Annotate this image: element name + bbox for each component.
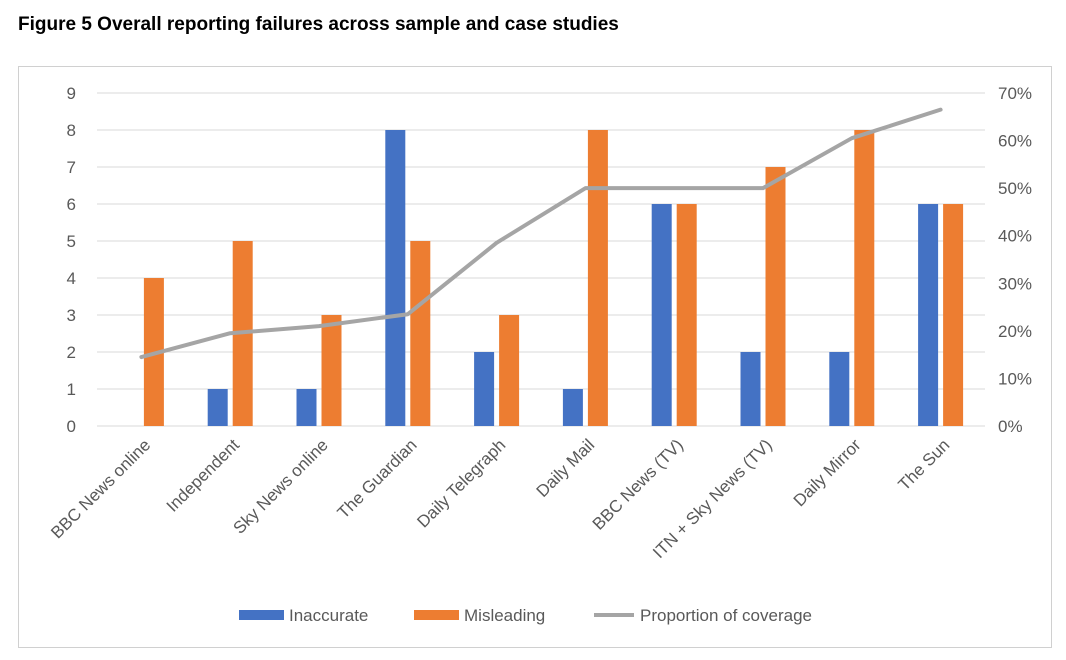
category-label: The Sun [895, 435, 954, 494]
legend-item-proportion-of-coverage: Proportion of coverage [594, 606, 812, 625]
right-tick-label: 40% [998, 227, 1032, 246]
legend-item-misleading: Misleading [414, 606, 545, 625]
bar-inaccurate [474, 352, 495, 426]
bar-misleading [943, 204, 964, 426]
right-tick-label: 0% [998, 417, 1023, 436]
left-tick-label: 4 [67, 269, 76, 288]
right-tick-label: 30% [998, 274, 1032, 293]
left-tick-label: 1 [67, 380, 76, 399]
category-label: BBC News (TV) [589, 435, 687, 533]
legend: Inaccurate Misleading Proportion of covera… [239, 606, 812, 625]
category-label: Sky News online [230, 435, 332, 537]
left-tick-label: 6 [67, 195, 76, 214]
bar-misleading [410, 241, 431, 426]
right-tick-label: 20% [998, 322, 1032, 341]
category-label: The Guardian [334, 435, 421, 522]
left-tick-label: 9 [67, 84, 76, 103]
category-label: Independent [163, 435, 243, 515]
bar-inaccurate [562, 389, 583, 426]
bar-inaccurate [207, 389, 228, 426]
bar-inaccurate [740, 352, 761, 426]
legend-item-inaccurate: Inaccurate [239, 606, 368, 625]
bar-misleading [587, 130, 608, 426]
left-tick-label: 5 [67, 232, 76, 251]
legend-label: Inaccurate [289, 606, 368, 625]
bar-misleading [499, 315, 520, 426]
left-tick-label: 7 [67, 158, 76, 177]
line-series-proportion-of-coverage [139, 107, 943, 360]
right-tick-label: 50% [998, 179, 1032, 198]
gridlines [97, 92, 985, 427]
bar-misleading [854, 130, 875, 426]
legend-label: Proportion of coverage [640, 606, 812, 625]
bar-misleading [321, 315, 342, 426]
coverage-line [139, 107, 943, 360]
figure-title: Figure 5 Overall reporting failures acro… [18, 14, 619, 35]
right-tick-label: 70% [998, 84, 1032, 103]
legend-swatch [414, 610, 459, 620]
bar-inaccurate [918, 204, 939, 426]
right-tick-label: 10% [998, 369, 1032, 388]
bar-misleading [676, 204, 697, 426]
right-axis: 0% 10% 20% 30% 40% 50% 60% 70% [998, 84, 1032, 436]
category-label: Daily Telegraph [413, 435, 509, 531]
bar-inaccurate [385, 130, 406, 426]
chart-frame [18, 66, 1052, 648]
category-label: Daily Mirror [790, 435, 865, 510]
category-label: BBC News online [47, 435, 154, 542]
right-tick-label: 60% [998, 132, 1032, 151]
bar-inaccurate [296, 389, 317, 426]
bar-inaccurate [829, 352, 850, 426]
left-tick-label: 0 [67, 417, 76, 436]
legend-label: Misleading [464, 606, 545, 625]
bar-misleading [765, 167, 786, 426]
bars [143, 130, 964, 426]
category-label: Daily Mail [533, 435, 599, 501]
bar-inaccurate [651, 204, 672, 426]
left-axis: 0 1 2 3 4 5 6 7 8 9 [67, 84, 76, 436]
left-tick-label: 2 [67, 343, 76, 362]
legend-swatch [239, 610, 284, 620]
left-tick-label: 8 [67, 121, 76, 140]
left-tick-label: 3 [67, 306, 76, 325]
